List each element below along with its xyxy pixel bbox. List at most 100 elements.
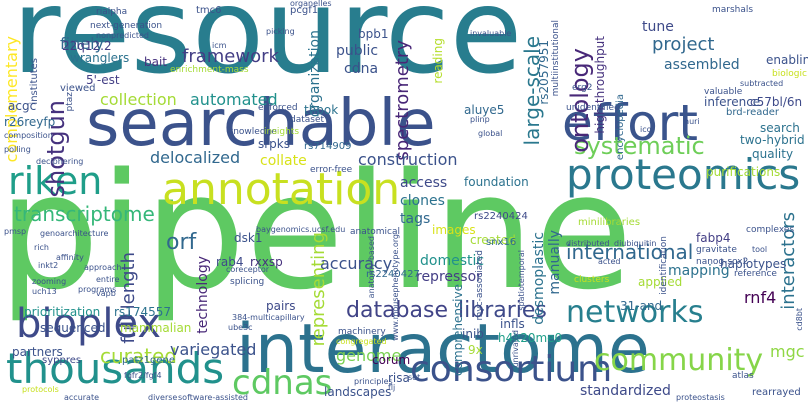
- word-myc-associated: myc-associated: [475, 250, 485, 321]
- word-complexes: complexes: [746, 225, 795, 235]
- word-identification: identification: [659, 236, 669, 295]
- word-community: community: [594, 343, 764, 378]
- word-patz1gene: patz1gene: [122, 355, 175, 366]
- word-31-and: 31-and: [620, 299, 663, 313]
- word-fabp4: fabp4: [696, 231, 731, 245]
- word-thousands: thousands: [6, 344, 225, 393]
- word-resource: resource: [12, 0, 523, 100]
- word-snx16: snx16: [486, 237, 517, 248]
- word-diverse: diverse: [148, 393, 178, 402]
- word-reference: reference: [734, 269, 777, 279]
- word-tags: tags: [400, 211, 431, 227]
- word-annotation: annotation: [162, 164, 401, 215]
- word-partners: partners: [12, 345, 63, 359]
- word-international: international: [566, 240, 694, 264]
- word-gravitate: gravitate: [696, 245, 737, 255]
- word-pmsp: pmsp: [4, 227, 27, 236]
- word-search: search: [760, 121, 800, 135]
- word-variegated: variegated: [170, 340, 257, 359]
- word-huri: huri: [684, 117, 700, 126]
- word-organization: organization: [307, 30, 323, 118]
- word-rs2240424: rs2240424: [474, 211, 528, 222]
- word-prioritization: prioritization: [24, 305, 101, 319]
- word-polling: polling: [4, 145, 31, 154]
- word-5est: 5'-est: [86, 73, 120, 87]
- word-384-multicapillary: 384-multicapillary: [232, 313, 305, 322]
- word-ube3c: ube3c: [228, 323, 253, 332]
- word-picking: picking: [266, 27, 295, 36]
- word-nanog-sox2: nanog-sox2: [696, 257, 749, 267]
- word-organelles: organelles: [290, 0, 332, 8]
- word-foundation: foundation: [464, 175, 529, 189]
- word-interactome: interactome: [236, 310, 650, 389]
- word-collection: collection: [100, 90, 177, 109]
- word-pipeline: pipeline: [0, 138, 633, 325]
- word-dataset: dataset: [290, 115, 325, 125]
- word-nonpredicted: nonpredicted: [96, 31, 149, 40]
- word-bioplex: bioplex: [16, 301, 162, 347]
- word-delocalized: delocalized: [150, 148, 241, 167]
- word-fgfr2fgf4: fgfr2/fgf4: [124, 371, 162, 380]
- word-minilibraries: minilibraries: [578, 217, 641, 228]
- word-h4k20me0: h4k20me0: [498, 331, 563, 345]
- word-manually: manually: [547, 230, 563, 295]
- word-uch13: uch13: [32, 287, 57, 296]
- word-approach: approach: [84, 263, 122, 272]
- word-created: created: [470, 233, 516, 247]
- word-ptaz: ptaz: [65, 92, 75, 112]
- word-ico: ico: [640, 125, 652, 134]
- word-diubiquitin: diubiquitin: [614, 239, 657, 248]
- word-r26reyfp: r26reyfp: [4, 115, 56, 129]
- word-desmoplastic: desmoplastic: [531, 232, 547, 325]
- word-corum: corum: [372, 353, 411, 367]
- word-technology: technology: [195, 256, 211, 334]
- word-finely: finely: [60, 34, 104, 53]
- word-syppres: syppres: [42, 355, 82, 366]
- word-set: set: [408, 373, 421, 382]
- word-mammalian: mammalian: [120, 321, 192, 335]
- word-rich: rich: [34, 243, 49, 252]
- word-c57bl6n: c57bl/6n: [750, 95, 803, 109]
- word-inib: inib: [462, 327, 484, 341]
- word-rearrayed: rearrayed: [752, 387, 801, 398]
- word-automated: automated: [190, 90, 278, 109]
- word-machinery: machinery: [338, 327, 386, 337]
- word-systematic: systematic: [574, 132, 705, 160]
- word-riken: riken: [8, 159, 103, 203]
- word-accuracy: accuracy: [320, 254, 393, 273]
- word-institutes: institutes: [29, 58, 40, 105]
- word-quality: quality: [752, 147, 794, 161]
- word-standardized: standardized: [580, 383, 671, 399]
- word-deciphering: deciphering: [36, 157, 84, 166]
- word-enabling: enabling: [766, 53, 808, 67]
- word-brd-reader: brd-reader: [726, 107, 780, 118]
- word-subtracted: subtracted: [740, 79, 784, 88]
- word-mousephenotype: www.mousephenotype.org: [391, 234, 400, 341]
- word-applied: applied: [638, 275, 683, 289]
- word-infls: infls: [500, 317, 525, 331]
- word-error-free: error-free: [310, 165, 353, 175]
- word-next-generation: next-generation: [90, 21, 163, 31]
- word-rnf4: rnf4: [744, 288, 777, 307]
- word-rs2057951: rs2057951: [537, 40, 551, 105]
- word-marshals: marshals: [712, 5, 754, 15]
- word-representing: representing: [308, 232, 329, 347]
- word-domestic: domestic: [420, 253, 485, 269]
- word-proteostasis: proteostasis: [676, 393, 725, 402]
- word-assembled: assembled: [664, 57, 740, 73]
- word-tune: tune: [642, 19, 674, 35]
- word-transcriptome: transcriptome: [14, 202, 155, 226]
- word-insights: insights: [264, 127, 300, 137]
- word-tool: tool: [752, 245, 768, 254]
- word-principles: principles: [354, 377, 393, 386]
- word-project: project: [652, 34, 715, 55]
- word-public: public: [336, 43, 379, 59]
- word-orf: orf: [166, 230, 197, 255]
- word-coreceptor: coreceptor: [226, 265, 270, 274]
- word-genome: genome: [336, 346, 402, 365]
- word-construction: construction: [358, 150, 458, 169]
- word-software-assisted: software-assisted: [178, 393, 249, 402]
- word-accurate: accurate: [64, 393, 100, 402]
- word-sequenced: sequenced: [40, 321, 106, 335]
- word-purifications: purifications: [706, 165, 781, 179]
